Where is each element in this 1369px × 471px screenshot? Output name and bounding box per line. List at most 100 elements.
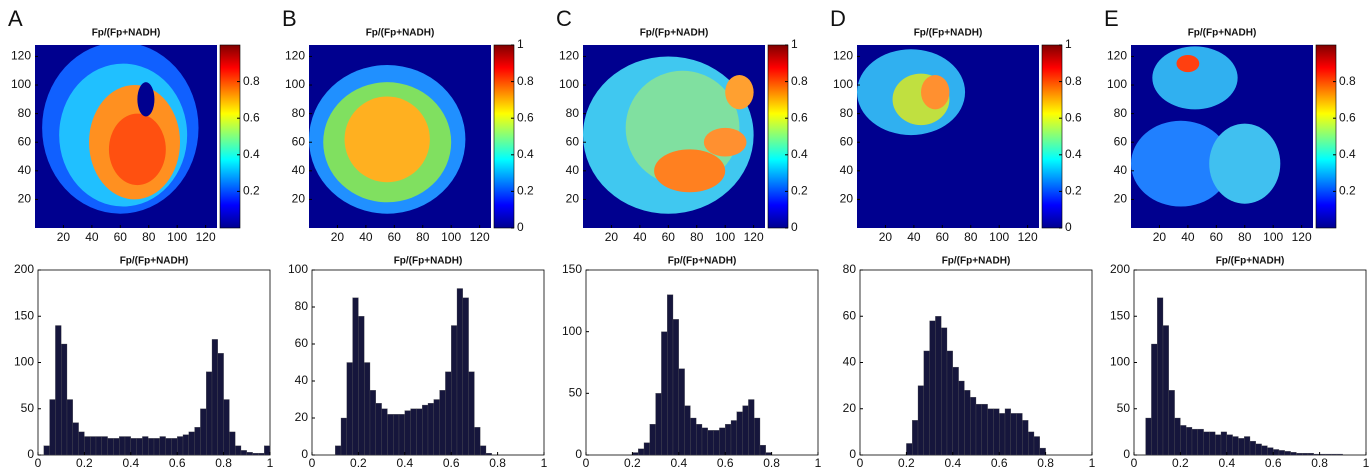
histogram-bar	[1004, 408, 1011, 456]
tissue-region	[344, 96, 430, 183]
histogram-bar	[335, 445, 342, 456]
panel-letter: D	[830, 6, 846, 31]
histogram-bar	[1220, 431, 1227, 456]
tissue	[857, 49, 966, 136]
histogram-bar	[970, 397, 977, 456]
histogram-bar	[690, 417, 697, 456]
histogram-bar	[358, 316, 365, 456]
histogram-bar	[1028, 431, 1035, 456]
x-tick-label: 0	[309, 456, 316, 470]
x-tick-label: 0.4	[122, 456, 139, 470]
histogram-bar	[61, 343, 68, 456]
colorbar-tick-label: 0	[1065, 220, 1072, 234]
y-tick-label: 200	[14, 262, 34, 276]
colorbar-tick-label: 0.6	[517, 110, 534, 124]
colorbar	[767, 44, 789, 229]
y-tick-label: 60	[566, 134, 580, 148]
histogram-bar	[95, 436, 102, 456]
y-tick-label: 40	[566, 163, 580, 177]
y-tick-label: 80	[843, 262, 857, 276]
y-tick-label: 40	[292, 163, 306, 177]
histogram-bar	[993, 408, 1000, 456]
y-tick-label: 80	[1114, 106, 1128, 120]
y-tick-label: 100	[1107, 77, 1127, 91]
histogram-title: Fp/(Fp+NADH)	[120, 256, 189, 267]
y-tick-label: 0	[849, 447, 856, 461]
y-tick-label: 20	[1114, 192, 1128, 206]
image-title: Fp/(Fp+NADH)	[366, 28, 435, 39]
histogram-bar	[451, 325, 458, 456]
histogram-bar	[72, 422, 79, 456]
colorbar-tick-label: 0	[791, 220, 798, 234]
tissue-region	[703, 127, 747, 157]
tissue-region	[108, 113, 166, 186]
histogram-bar	[456, 288, 463, 456]
x-tick-label: 40	[85, 230, 99, 244]
histogram-bar	[375, 403, 382, 456]
colorbar	[1041, 44, 1063, 229]
histogram-bar	[987, 408, 994, 456]
histogram-bar	[1331, 453, 1338, 456]
histogram-bar	[1033, 436, 1040, 456]
x-tick-label: 0.8	[215, 456, 232, 470]
histogram-bar	[649, 424, 656, 456]
x-tick-label: 100	[1263, 230, 1283, 244]
y-tick-label: 0	[1123, 447, 1130, 461]
y-tick-label: 120	[11, 49, 31, 63]
x-tick-label: 0.6	[717, 456, 734, 470]
histogram-bar	[1180, 425, 1187, 456]
x-tick-label: 20	[879, 230, 893, 244]
histogram-bar	[1203, 431, 1210, 456]
histogram-bar	[101, 436, 108, 456]
histogram-bar	[49, 399, 56, 456]
histogram-bar	[1261, 445, 1268, 456]
y-tick-label: 200	[1110, 262, 1130, 276]
x-tick-label: 20	[331, 230, 345, 244]
histogram-bar	[474, 427, 481, 456]
colorbar-tick-label: 0.6	[1339, 110, 1356, 124]
x-tick-label: 80	[964, 230, 978, 244]
x-tick-label: 0.4	[1218, 456, 1235, 470]
panel-letter: B	[282, 6, 297, 31]
image-title: Fp/(Fp+NADH)	[914, 28, 983, 39]
x-tick-label: 0.6	[1265, 456, 1282, 470]
histogram-bar	[713, 430, 720, 456]
histogram-bar	[171, 438, 178, 456]
histogram-bar	[1010, 413, 1017, 456]
histogram-bar	[975, 403, 982, 456]
histogram-bar	[1016, 413, 1023, 456]
histogram-bar	[1168, 390, 1175, 456]
y-tick-label: 0	[27, 447, 34, 461]
histogram-bar	[1022, 420, 1029, 456]
histogram-bar	[981, 403, 988, 456]
colorbar-tick-label: 1	[791, 37, 798, 51]
x-tick-label: 60	[936, 230, 950, 244]
histogram-bar	[632, 452, 639, 456]
x-tick-label: 0.2	[1172, 456, 1189, 470]
histogram-bar	[1039, 447, 1046, 456]
x-tick-label: 80	[142, 230, 156, 244]
x-tick-label: 20	[605, 230, 619, 244]
x-tick-label: 0	[1131, 456, 1138, 470]
histogram-bar	[964, 390, 971, 456]
histogram-bar	[404, 410, 411, 456]
histogram-bar	[90, 436, 97, 456]
image-title: Fp/(Fp+NADH)	[640, 28, 709, 39]
y-tick-label: 60	[292, 134, 306, 148]
y-tick-label: 150	[562, 262, 582, 276]
y-tick-label: 20	[292, 192, 306, 206]
y-tick-label: 120	[1107, 49, 1127, 63]
x-tick-label: 120	[1292, 230, 1312, 244]
histogram-bar	[759, 444, 766, 456]
y-tick-label: 80	[18, 106, 32, 120]
y-tick-label: 20	[295, 410, 309, 424]
histogram-bar	[165, 438, 172, 456]
histogram-bar	[1197, 428, 1204, 456]
x-tick-label: 20	[57, 230, 71, 244]
x-tick-label: 120	[1018, 230, 1038, 244]
x-tick-label: 100	[441, 230, 461, 244]
histogram-title: Fp/(Fp+NADH)	[942, 256, 1011, 267]
x-tick-label: 1	[1089, 456, 1096, 470]
histogram-bar	[1307, 452, 1314, 456]
histogram-bar	[1249, 440, 1256, 456]
